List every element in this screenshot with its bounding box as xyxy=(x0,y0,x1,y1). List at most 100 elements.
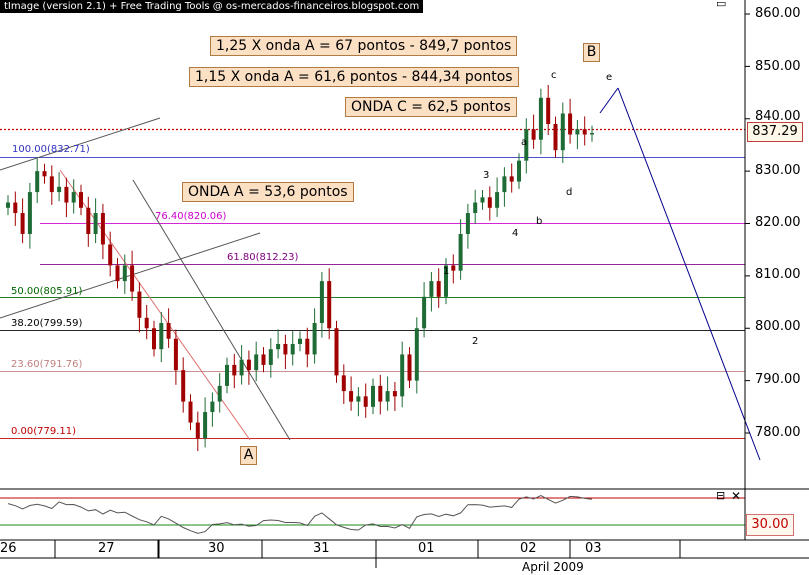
candle-body xyxy=(195,422,200,439)
wave-4-label: 4 xyxy=(512,228,519,239)
candle-body xyxy=(20,213,25,234)
candle-body xyxy=(137,291,142,318)
y-tick-label: 850.00 xyxy=(755,59,801,74)
candle-body xyxy=(538,97,543,140)
candle-body xyxy=(210,401,215,413)
trend-line xyxy=(0,117,161,171)
candle-body xyxy=(575,129,580,135)
candle-body xyxy=(568,113,573,135)
candle-body xyxy=(298,338,302,344)
fib-382-label: 38.20(799.59) xyxy=(11,318,83,329)
indicator-level-label: 30.00 xyxy=(746,514,794,536)
fib-50-label: 50.00(805.91) xyxy=(11,286,83,297)
candle-body xyxy=(480,197,485,203)
onda-a-note: ONDA A = 53,6 pontos xyxy=(182,182,354,202)
fib-0-label: 0.00(779.11) xyxy=(11,426,77,437)
candle-body xyxy=(429,281,434,297)
x-tick-label: 31 xyxy=(313,541,330,556)
candle-body xyxy=(261,354,266,365)
panel-maximize-icon[interactable]: ▭ xyxy=(716,0,727,10)
candle-body xyxy=(93,213,98,234)
y-tick-label: 780.00 xyxy=(755,425,801,440)
month-label: April 2009 xyxy=(522,560,584,574)
x-tick-label: 02 xyxy=(520,541,537,556)
candle-body xyxy=(42,171,47,177)
candle-body xyxy=(188,401,193,423)
header-title: tImage (version 2.1) + Free Trading Tool… xyxy=(0,0,424,13)
candle-body xyxy=(6,202,10,208)
wave-2-label: 2 xyxy=(472,336,479,347)
candle-body xyxy=(341,375,346,392)
candle-body xyxy=(531,129,536,140)
candle-body xyxy=(159,323,164,350)
candle-body xyxy=(473,202,478,214)
x-tick-label: 03 xyxy=(585,541,602,556)
channel-line xyxy=(132,179,291,441)
candle-body xyxy=(290,343,295,355)
candle-body xyxy=(276,343,281,350)
candle-body xyxy=(560,113,565,151)
fib-100-label: 100.00(832.71) xyxy=(12,144,90,155)
x-tick-label: 01 xyxy=(418,541,435,556)
candle-body xyxy=(305,338,310,355)
candle-body xyxy=(181,370,186,402)
y-tick-label: 810.00 xyxy=(755,267,801,282)
candle-body xyxy=(268,349,273,365)
candle-body xyxy=(115,265,120,282)
fib-764-label: 76.40(820.06) xyxy=(155,211,227,222)
candle-body xyxy=(79,192,83,208)
candle-body xyxy=(108,244,113,266)
candle-body xyxy=(378,385,383,402)
candle-body xyxy=(232,364,237,376)
wave-b-label: b xyxy=(536,216,543,227)
y-tick-label: 790.00 xyxy=(755,372,801,387)
wave-b-box: B xyxy=(583,43,600,62)
candle-body xyxy=(57,186,62,193)
candle-body xyxy=(590,132,594,135)
candle-body xyxy=(349,391,354,402)
wave-a-box: A xyxy=(240,446,257,465)
candle-body xyxy=(64,186,69,203)
candle-body xyxy=(144,317,149,329)
candle-body xyxy=(319,281,324,324)
candle-body xyxy=(524,129,529,161)
wave-d-label: d xyxy=(566,187,573,198)
fib-618-label: 61.80(812.23) xyxy=(227,252,299,263)
projection-line xyxy=(617,87,761,461)
candle-body xyxy=(49,176,54,193)
candle-body xyxy=(254,354,259,371)
candle-body xyxy=(246,359,251,371)
candle-body xyxy=(400,354,405,397)
candle-body xyxy=(130,265,135,292)
candle-body xyxy=(283,343,288,355)
x-tick-label: 27 xyxy=(98,541,115,556)
y-tick-label: 820.00 xyxy=(755,215,801,230)
wave-1-label: 1 xyxy=(443,266,450,277)
candle-body xyxy=(225,364,229,386)
wave-c-label: c xyxy=(551,70,557,81)
close-icon[interactable]: ✕ xyxy=(731,489,742,503)
candle-body xyxy=(100,213,105,245)
candle-body xyxy=(363,396,368,407)
candle-body xyxy=(13,202,18,214)
panel-minimize-icon[interactable]: ⊟ xyxy=(716,489,726,502)
candle-body xyxy=(392,391,397,397)
candle-body xyxy=(422,296,427,329)
candle-body xyxy=(152,328,156,350)
candle-body xyxy=(27,192,32,234)
candle-body xyxy=(553,123,558,151)
y-tick-label: 800.00 xyxy=(755,319,801,334)
candle-body xyxy=(239,359,244,376)
y-tick-label: 830.00 xyxy=(755,163,801,178)
candle-body xyxy=(371,385,375,407)
candle-body xyxy=(444,265,448,297)
candle-body xyxy=(203,412,208,439)
candle-body xyxy=(71,192,76,203)
candle-body xyxy=(327,281,332,329)
indicator-series xyxy=(7,495,593,534)
candle-body xyxy=(217,385,222,402)
candle-body xyxy=(458,233,463,271)
candle-body xyxy=(166,323,171,339)
